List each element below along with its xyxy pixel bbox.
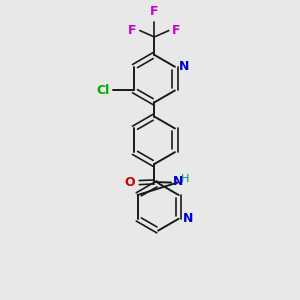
Text: F: F: [128, 24, 136, 37]
Text: N: N: [179, 60, 189, 73]
Text: H: H: [181, 174, 190, 184]
Text: N: N: [172, 176, 183, 188]
Text: F: F: [172, 24, 181, 37]
Text: Cl: Cl: [97, 84, 110, 97]
Text: F: F: [150, 5, 159, 18]
Text: O: O: [124, 176, 135, 189]
Text: N: N: [182, 212, 193, 225]
